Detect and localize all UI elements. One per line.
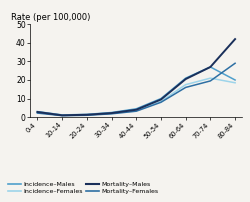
Legend: Incidence–Males, Incidence–Females, Mortality–Males, Mortality–Females: Incidence–Males, Incidence–Females, Mort…: [6, 179, 161, 197]
Text: Rate (per 100,000): Rate (per 100,000): [11, 13, 90, 22]
